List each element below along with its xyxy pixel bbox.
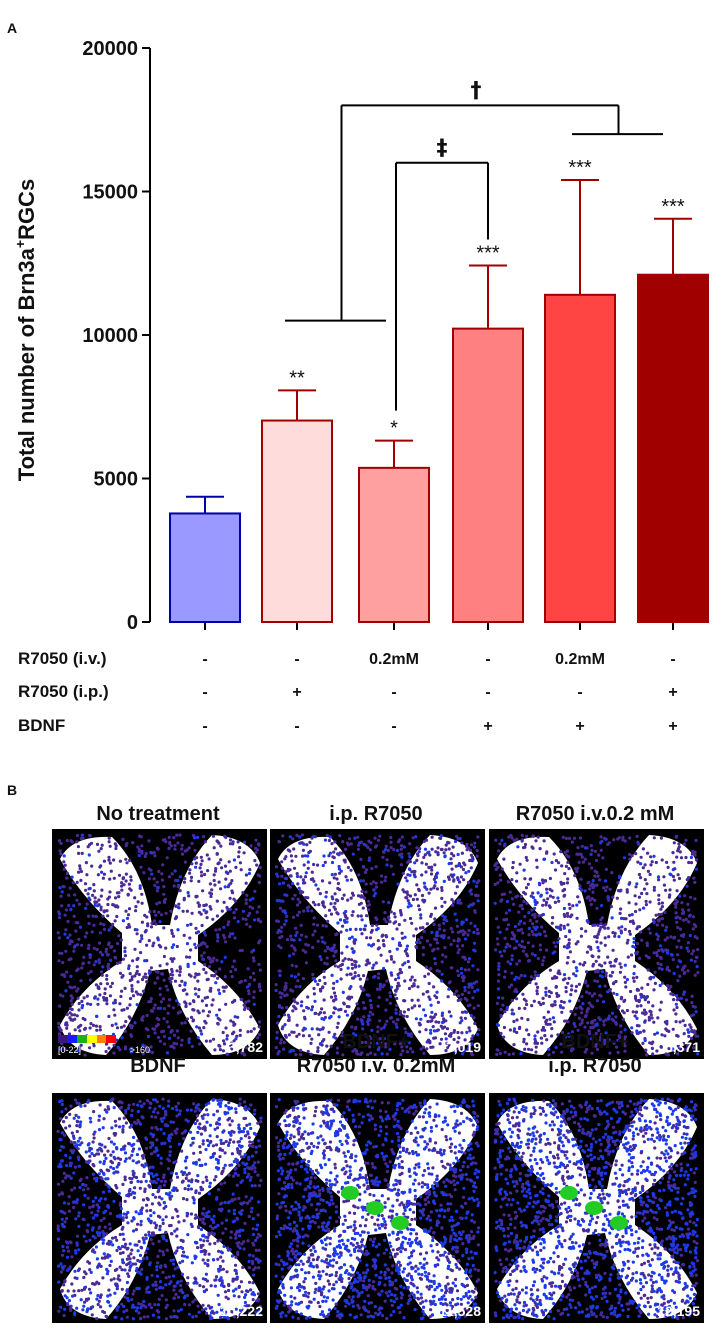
treatment-cell: +	[668, 684, 677, 701]
y-tick-label: 10000	[82, 325, 138, 347]
treatment-cell: -	[294, 718, 299, 735]
significance-label: ***	[476, 242, 500, 264]
treatment-cell: +	[668, 718, 677, 735]
rgc-count: 10,222	[220, 1303, 263, 1319]
rgc-density-dots	[56, 833, 263, 1057]
rgc-count: 12,195	[657, 1303, 700, 1319]
treatment-cell: -	[202, 651, 207, 668]
y-tick-label: 15000	[82, 182, 138, 204]
high-density-patch	[585, 1201, 603, 1215]
treatment-row-label: R7050 (i.v.)	[18, 649, 107, 668]
significance-label: *	[390, 418, 398, 440]
bar	[261, 419, 333, 623]
y-axis-label: Total number of Brn3a+RGCs	[12, 179, 39, 481]
significance-label: **	[289, 367, 305, 389]
retina-title: BDNF	[130, 1055, 186, 1077]
treatment-cell: -	[577, 684, 582, 701]
treatment-cell: 0.2mM	[369, 651, 419, 668]
retina-title: BDNF+ R7050 i.v. 0.2mM	[296, 1031, 456, 1077]
y-tick-label: 5000	[94, 469, 139, 491]
bar-chart: Total number of Brn3a+RGCs 0500010000150…	[12, 38, 709, 735]
retina-title: R7050 i.v.0.2 mM	[515, 803, 675, 825]
rgc-count: 3,782	[227, 1039, 263, 1055]
high-density-patch	[610, 1216, 628, 1230]
treatment-cell: -	[670, 651, 675, 668]
treatment-row-label: BDNF	[18, 716, 65, 735]
significance-label: ***	[661, 196, 685, 218]
rgc-count: 5,371	[664, 1039, 700, 1055]
retina-image: 12,195	[489, 1093, 704, 1323]
retina-title: BDNF+ i.p. R7050	[548, 1031, 642, 1077]
treatment-cell: -	[391, 684, 396, 701]
treatment-row-label: R7050 (i.p.)	[18, 682, 109, 701]
rgc-count: 11,528	[438, 1303, 481, 1319]
density-legend: [0-22] >160	[58, 1035, 150, 1055]
treatment-cell: 0.2mM	[555, 651, 605, 668]
retina-image: 11,528	[270, 1093, 485, 1323]
y-axis-label-suffix: RGCs	[14, 179, 39, 240]
rgc-count: 7,019	[445, 1039, 481, 1055]
retina-image: 10,222	[52, 1093, 267, 1323]
high-density-patch	[366, 1201, 384, 1215]
y-axis-label-main: Total number of Brn3a	[14, 247, 39, 481]
density-legend-colorbar	[58, 1035, 117, 1043]
rgc-density-dots	[274, 1097, 481, 1321]
panel-b-label: B	[7, 782, 18, 798]
rgc-density-dots	[56, 1097, 263, 1321]
panel-a-label: A	[7, 20, 18, 36]
bracket-dagger-symbol: †	[471, 78, 482, 103]
treatment-cell: -	[294, 651, 299, 668]
treatment-cell: +	[292, 684, 301, 701]
legend-swatch	[96, 1035, 107, 1043]
treatment-cell: -	[485, 684, 490, 701]
treatment-cell: +	[483, 718, 492, 735]
high-density-patch	[560, 1186, 578, 1200]
treatment-cell: -	[485, 651, 490, 668]
bar	[544, 293, 616, 623]
high-density-patch	[341, 1186, 359, 1200]
bar	[637, 273, 709, 623]
bar	[169, 512, 241, 624]
retina-image: 5,371	[489, 829, 704, 1059]
legend-low-label: [0-22]	[58, 1045, 82, 1055]
retina-image: 3,782 [0-22] >160	[52, 829, 267, 1059]
retina-title: No treatment	[96, 803, 220, 825]
legend-swatch	[58, 1035, 68, 1043]
high-density-patch	[391, 1216, 409, 1230]
significance-label: ***	[568, 157, 592, 179]
legend-swatch	[106, 1035, 117, 1043]
legend-high-label: >160	[129, 1045, 150, 1055]
rgc-density-dots	[493, 1097, 700, 1321]
legend-swatch	[87, 1035, 97, 1043]
bracket-ddagger-symbol: ‡	[437, 136, 448, 161]
treatment-cell: -	[202, 684, 207, 701]
legend-swatch	[77, 1035, 88, 1043]
bar	[358, 466, 430, 623]
treatment-cell: -	[391, 718, 396, 735]
legend-swatch	[67, 1035, 78, 1043]
rgc-density-dots	[274, 833, 481, 1057]
y-tick-label: 20000	[82, 38, 138, 60]
treatment-cell: -	[202, 718, 207, 735]
y-tick-label: 0	[127, 612, 138, 634]
bar	[452, 327, 524, 623]
rgc-density-dots	[493, 833, 700, 1057]
y-axis-label-sup: +	[12, 240, 28, 248]
retina-title: i.p. R7050	[329, 803, 423, 825]
retina-image: 7,019	[270, 829, 485, 1059]
treatment-cell: +	[575, 718, 584, 735]
